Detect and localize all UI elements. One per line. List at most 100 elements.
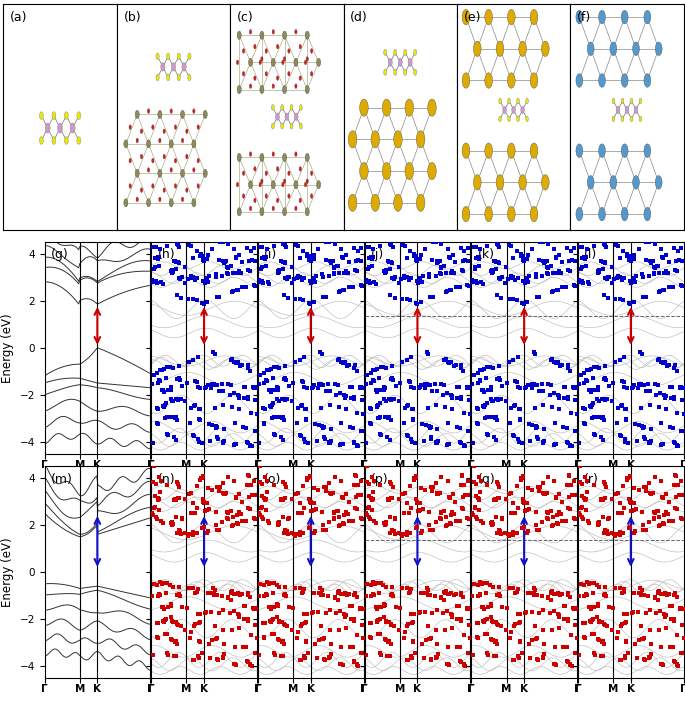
Point <box>236 508 247 519</box>
Point <box>597 511 608 522</box>
Point <box>148 578 159 590</box>
Point <box>261 374 272 386</box>
Point <box>443 659 453 670</box>
Point <box>557 257 568 268</box>
Point <box>427 386 438 397</box>
Point <box>660 507 671 518</box>
Circle shape <box>360 99 369 116</box>
Point <box>658 438 669 449</box>
Point <box>237 282 248 293</box>
Point <box>295 252 306 264</box>
Point <box>603 271 614 283</box>
Point <box>201 606 212 618</box>
Point <box>500 261 511 273</box>
Point <box>393 277 404 288</box>
Point <box>256 501 267 512</box>
Point <box>198 497 209 508</box>
Point <box>547 586 558 597</box>
Point <box>272 599 283 610</box>
Point <box>373 413 384 424</box>
Circle shape <box>644 207 651 221</box>
Circle shape <box>508 98 510 104</box>
Point <box>509 654 520 665</box>
Point <box>216 517 227 528</box>
Point <box>150 261 161 273</box>
Point <box>503 294 514 305</box>
Point <box>479 615 490 626</box>
Point <box>356 243 366 254</box>
Point <box>457 470 468 481</box>
Point <box>652 261 663 272</box>
Point <box>408 616 419 627</box>
Point <box>468 242 479 253</box>
Point <box>538 605 549 616</box>
Point <box>167 362 178 373</box>
Circle shape <box>310 72 313 76</box>
Circle shape <box>249 152 251 156</box>
Point <box>357 619 368 630</box>
Circle shape <box>295 84 297 88</box>
Point <box>442 606 453 617</box>
Point <box>633 379 644 390</box>
Point <box>369 475 379 486</box>
Point <box>504 239 515 250</box>
Point <box>644 517 655 528</box>
Point <box>360 649 371 660</box>
Point <box>266 413 277 424</box>
Point <box>490 257 501 268</box>
Point <box>530 506 541 517</box>
Point <box>475 277 486 288</box>
Point <box>439 587 450 598</box>
Point <box>645 487 656 498</box>
Circle shape <box>306 57 308 61</box>
Point <box>638 634 649 645</box>
Point <box>516 472 527 484</box>
Point <box>430 436 441 447</box>
Point <box>279 492 290 503</box>
Point <box>283 271 294 283</box>
Point <box>362 263 373 274</box>
Point <box>553 393 564 404</box>
Point <box>488 255 499 266</box>
Point <box>424 271 435 283</box>
Point <box>588 629 599 640</box>
Point <box>225 505 236 517</box>
Point <box>236 257 247 268</box>
Point <box>290 582 301 593</box>
Point <box>447 489 458 500</box>
Point <box>166 384 177 395</box>
Point <box>599 589 610 600</box>
Point <box>584 364 595 375</box>
Point <box>318 634 329 645</box>
Point <box>300 436 311 447</box>
Point <box>482 647 493 658</box>
Circle shape <box>625 107 629 114</box>
Point <box>180 261 191 273</box>
Circle shape <box>621 207 628 221</box>
Point <box>438 390 449 401</box>
Circle shape <box>473 175 481 190</box>
Point <box>652 505 663 517</box>
Point <box>534 236 545 247</box>
Point <box>588 397 599 408</box>
Point <box>656 357 667 368</box>
Point <box>452 613 463 625</box>
Circle shape <box>272 84 275 88</box>
Point <box>334 268 345 279</box>
Point <box>530 268 541 279</box>
Point <box>509 430 520 441</box>
Circle shape <box>236 182 238 187</box>
Point <box>212 433 223 444</box>
Point <box>599 618 610 629</box>
Point <box>319 432 329 443</box>
Point <box>188 293 199 304</box>
Point <box>529 587 540 599</box>
Point <box>537 653 548 664</box>
Circle shape <box>158 110 162 118</box>
Circle shape <box>499 116 501 122</box>
Point <box>245 365 256 376</box>
Point <box>487 395 498 407</box>
Point <box>265 401 276 412</box>
Point <box>366 418 377 430</box>
Point <box>660 609 671 620</box>
